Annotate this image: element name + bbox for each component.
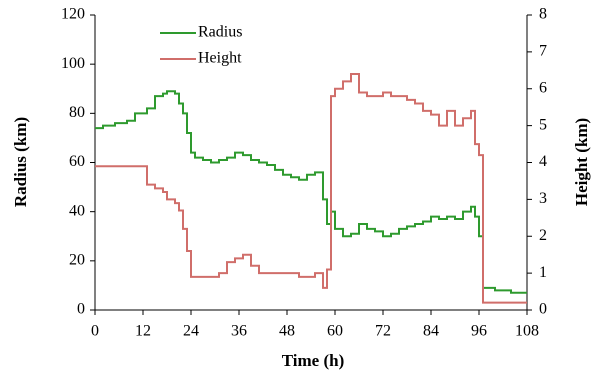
series-line (95, 73, 527, 304)
y-tick-label: 80 (69, 104, 85, 121)
y-axis-label: Radius (km) (11, 117, 30, 207)
y2-tick-label: 1 (539, 264, 547, 281)
x-tick-label: 36 (231, 323, 247, 340)
y-tick-label: 20 (69, 252, 85, 269)
y-tick-label: 40 (69, 202, 85, 219)
x-axis-label: Time (h) (282, 351, 345, 370)
y-tick-label: 100 (61, 55, 85, 72)
x-tick-label: 24 (183, 323, 199, 340)
y2-tick-label: 5 (539, 116, 547, 133)
legend-label: Radius (198, 24, 242, 41)
series-line (95, 90, 527, 294)
y-tick-label: 60 (69, 153, 85, 170)
x-tick-label: 60 (327, 323, 343, 340)
y2-axis-label: Height (km) (572, 118, 591, 206)
y2-tick-label: 3 (539, 190, 547, 207)
y2-tick-label: 7 (539, 43, 547, 60)
x-tick-label: 84 (423, 323, 439, 340)
x-tick-label: 108 (515, 323, 539, 340)
y2-tick-label: 6 (539, 79, 547, 96)
legend-label: Height (198, 50, 242, 67)
y-tick-label: 0 (77, 301, 85, 318)
x-tick-label: 12 (135, 323, 151, 340)
y2-tick-label: 0 (539, 301, 547, 318)
y2-tick-label: 8 (539, 6, 547, 23)
y-tick-label: 120 (61, 6, 85, 23)
x-tick-label: 96 (471, 323, 487, 340)
x-tick-label: 72 (375, 323, 391, 340)
x-tick-label: 48 (279, 323, 295, 340)
x-tick-label: 0 (91, 323, 99, 340)
y2-tick-label: 4 (539, 153, 547, 170)
y2-tick-label: 2 (539, 227, 547, 244)
